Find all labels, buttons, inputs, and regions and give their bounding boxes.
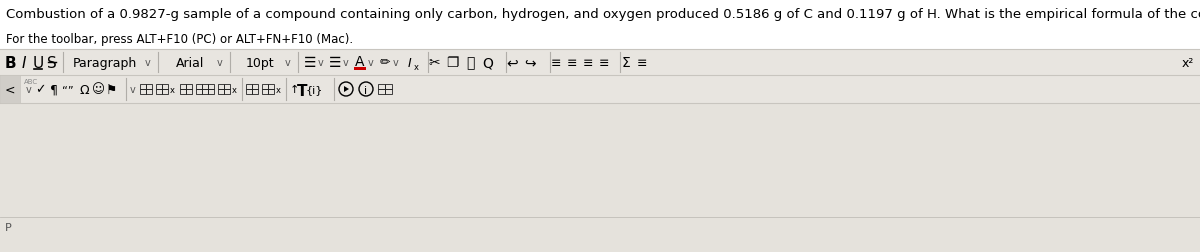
Text: x: x: [232, 85, 236, 94]
Bar: [378, 90, 385, 94]
Bar: [186, 85, 192, 90]
Text: x: x: [414, 62, 419, 71]
Text: ☰: ☰: [304, 56, 317, 70]
Text: Paragraph: Paragraph: [73, 56, 137, 69]
Bar: [262, 90, 268, 94]
Text: Ω: Ω: [79, 83, 89, 96]
Bar: [385, 85, 392, 90]
Text: ↪: ↪: [524, 56, 536, 70]
Text: ✂: ✂: [428, 56, 440, 70]
Text: S: S: [47, 55, 56, 70]
Text: 10pt: 10pt: [246, 56, 275, 69]
Text: I: I: [22, 55, 26, 70]
Text: ≡: ≡: [566, 56, 577, 69]
Text: ↩: ↩: [506, 56, 518, 70]
Text: ❐: ❐: [445, 56, 458, 70]
Bar: [224, 85, 230, 90]
Bar: [202, 90, 208, 94]
Bar: [262, 85, 268, 90]
Text: v: v: [343, 58, 349, 68]
Text: ✓: ✓: [35, 83, 46, 96]
Text: B: B: [4, 55, 16, 70]
Bar: [224, 90, 230, 94]
Bar: [385, 90, 392, 94]
Text: ¶: ¶: [50, 83, 58, 96]
Bar: [146, 85, 152, 90]
Text: I: I: [408, 56, 412, 69]
Bar: [156, 90, 162, 94]
Bar: [252, 85, 258, 90]
Text: ↑: ↑: [289, 85, 299, 94]
Text: {i}: {i}: [305, 85, 323, 94]
Bar: [246, 90, 252, 94]
Bar: [180, 85, 186, 90]
Bar: [186, 90, 192, 94]
Bar: [268, 85, 274, 90]
Bar: [0, 50, 1200, 76]
Text: x: x: [276, 85, 281, 94]
Text: U: U: [32, 55, 43, 70]
Text: v: v: [318, 58, 324, 68]
Bar: [202, 85, 208, 90]
Bar: [208, 85, 214, 90]
Bar: [218, 90, 224, 94]
Text: ☰: ☰: [329, 56, 341, 70]
Bar: [0, 104, 1200, 252]
Text: <: <: [5, 83, 16, 96]
Text: A: A: [355, 55, 365, 69]
Text: i: i: [365, 86, 367, 96]
Text: v: v: [145, 58, 151, 68]
Text: For the toolbar, press ALT+F10 (PC) or ALT+FN+F10 (Mac).: For the toolbar, press ALT+F10 (PC) or A…: [6, 33, 353, 46]
Text: ☺: ☺: [91, 83, 104, 96]
Text: ≡: ≡: [551, 56, 562, 69]
Bar: [196, 90, 202, 94]
Bar: [252, 90, 258, 94]
Bar: [268, 90, 274, 94]
Text: v: v: [286, 58, 290, 68]
Text: ABC: ABC: [24, 79, 38, 85]
Text: P: P: [5, 222, 12, 232]
Bar: [0, 76, 20, 104]
Text: ≡: ≡: [599, 56, 610, 69]
Text: v: v: [368, 58, 374, 68]
Bar: [180, 90, 186, 94]
Text: ⎘: ⎘: [466, 56, 474, 70]
Bar: [246, 85, 252, 90]
Bar: [146, 90, 152, 94]
Text: “”: “”: [62, 85, 74, 94]
Bar: [208, 90, 214, 94]
Text: Arial: Arial: [176, 56, 204, 69]
Bar: [162, 85, 168, 90]
Text: v: v: [394, 58, 398, 68]
Bar: [156, 85, 162, 90]
Text: Q: Q: [482, 56, 493, 70]
Bar: [140, 85, 146, 90]
Bar: [354, 68, 366, 71]
Text: Σ: Σ: [622, 56, 630, 70]
Bar: [140, 90, 146, 94]
Text: Combustion of a 0.9827-g sample of a compound containing only carbon, hydrogen, : Combustion of a 0.9827-g sample of a com…: [6, 8, 1200, 21]
Bar: [218, 85, 224, 90]
Text: T: T: [296, 83, 307, 98]
Text: x²: x²: [1182, 56, 1194, 69]
Text: x: x: [169, 85, 174, 94]
Polygon shape: [344, 87, 349, 93]
Text: v: v: [217, 58, 223, 68]
Bar: [196, 85, 202, 90]
Text: ⚑: ⚑: [107, 83, 118, 96]
Bar: [162, 90, 168, 94]
Text: ✏: ✏: [379, 56, 390, 69]
Bar: [378, 85, 385, 90]
Text: v: v: [130, 85, 136, 94]
Bar: [0, 76, 1200, 104]
Text: v: v: [26, 85, 31, 94]
Text: ≡: ≡: [637, 56, 647, 69]
Text: ≡: ≡: [583, 56, 593, 69]
